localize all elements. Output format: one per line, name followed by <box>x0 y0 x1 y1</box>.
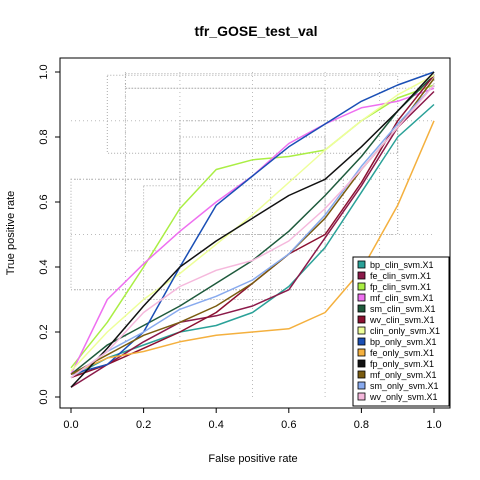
legend-swatch <box>357 370 366 379</box>
series-line-fp-clin-svm-x1 <box>70 84 435 369</box>
series-line-wv-only-svm-x1 <box>70 84 435 379</box>
legend-swatch <box>357 337 366 346</box>
legend-entry: mf_only_svm.X1 <box>370 370 437 380</box>
series-line-bp-only-svm-x1 <box>70 71 435 376</box>
y-axis-label: True positive rate <box>5 191 17 276</box>
y-axis: 0.0 0.2 0.4 0.6 0.8 1.0 <box>38 64 60 405</box>
grid-box <box>143 185 272 300</box>
legend-swatch <box>357 392 366 401</box>
y-tick-label: 0.2 <box>38 324 50 339</box>
y-tick-label: 1.0 <box>38 64 50 79</box>
legend-swatch <box>357 326 366 335</box>
legend-entry: fp_only_svm.X1 <box>370 359 434 369</box>
legend-entry: bp_only_svm.X1 <box>370 337 437 347</box>
grid <box>70 72 435 397</box>
series-line-fp-only-svm-x1 <box>70 71 435 388</box>
series-line-sm-only-svm-x1 <box>70 84 435 379</box>
x-tick-label: 0.4 <box>209 419 224 431</box>
legend-entry: wv_only_svm.X1 <box>369 392 438 402</box>
series-lines <box>70 71 435 388</box>
legend-entry: wv_clin_svm.X1 <box>369 315 435 325</box>
legend-swatch <box>357 381 366 390</box>
legend-entry: clin_only_svm.X1 <box>370 326 440 336</box>
chart-title: tfr_GOSE_test_val <box>195 23 318 39</box>
plot-frame <box>59 57 451 409</box>
legend-swatch <box>357 315 366 324</box>
x-axis: 0.0 0.2 0.4 0.6 0.8 1.0 <box>63 408 442 431</box>
legend-swatch <box>357 348 366 357</box>
legend-entry: fp_clin_svm.X1 <box>370 282 431 292</box>
legend-entry: fe_clin_svm.X1 <box>370 271 431 281</box>
legend-entry: mf_clin_svm.X1 <box>370 293 434 303</box>
legend-entry: fe_only_svm.X1 <box>370 348 434 358</box>
legend-swatch <box>357 304 366 313</box>
x-tick-label: 1.0 <box>426 419 441 431</box>
series-line-fe-only-svm-x1 <box>70 120 435 375</box>
legend-swatch <box>357 293 366 302</box>
y-tick-label: 0.8 <box>38 129 50 144</box>
legend: bp_clin_svm.X1fe_clin_svm.X1fp_clin_svm.… <box>352 256 450 407</box>
series-line-fe-clin-svm-x1 <box>70 90 435 388</box>
legend-entry: sm_clin_svm.X1 <box>370 304 436 314</box>
grid-box <box>124 73 435 89</box>
x-tick-label: 0.0 <box>63 419 78 431</box>
grid-box <box>106 74 399 154</box>
legend-swatch <box>357 271 366 280</box>
grid-box <box>124 87 326 252</box>
legend-swatch <box>357 260 366 269</box>
x-tick-label: 0.8 <box>354 419 369 431</box>
y-tick-label: 0.0 <box>38 389 50 404</box>
legend-box <box>352 256 450 407</box>
y-tick-label: 0.6 <box>38 194 50 209</box>
legend-swatch <box>357 282 366 291</box>
x-axis-label: False positive rate <box>208 453 297 465</box>
legend-entry: sm_only_svm.X1 <box>370 381 439 391</box>
x-tick-label: 0.2 <box>136 419 151 431</box>
y-tick-label: 0.4 <box>38 259 50 274</box>
legend-entry: bp_clin_svm.X1 <box>370 260 434 270</box>
series-line-clin-only-svm-x1 <box>70 74 435 372</box>
legend-swatch <box>357 359 366 368</box>
x-tick-label: 0.6 <box>281 419 296 431</box>
